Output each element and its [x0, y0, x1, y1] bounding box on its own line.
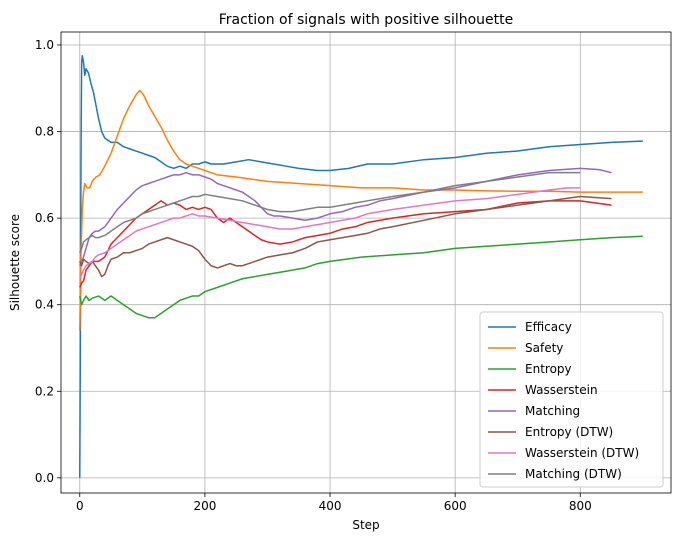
y-tick-label: 1.0	[35, 38, 54, 52]
chart-title: Fraction of signals with positive silhou…	[219, 12, 514, 28]
series-line	[79, 55, 643, 478]
series-line	[79, 167, 612, 267]
x-tick-label: 0	[76, 499, 84, 513]
ticks: 0 200 400 600 800 0.0 0.2 0.4 0.6 0.8 1.0	[35, 38, 592, 513]
x-tick-label: 600	[444, 499, 467, 513]
series-line	[79, 89, 643, 331]
series-layer	[79, 55, 643, 478]
legend-entry: Entropy (DTW)	[525, 425, 613, 439]
legend-entry: Safety	[525, 341, 563, 355]
series-line	[79, 195, 612, 278]
legend-entry: Entropy	[525, 362, 572, 376]
y-tick-label: 0.2	[35, 384, 54, 398]
grid-lines	[61, 32, 671, 493]
y-axis-label: Silhouette score	[8, 214, 22, 311]
x-axis-label: Step	[352, 518, 379, 532]
legend-entry: Wasserstein	[525, 383, 598, 397]
legend: Efficacy Safety Entropy Wasserstein Matching…	[479, 311, 664, 488]
legend-box	[479, 311, 664, 488]
series-line	[79, 235, 643, 319]
legend-entry: Wasserstein (DTW)	[525, 446, 639, 460]
x-tick-label: 800	[569, 499, 592, 513]
y-tick-label: 0.6	[35, 211, 54, 225]
x-tick-label: 400	[319, 499, 342, 513]
legend-entry: Matching	[525, 404, 580, 418]
y-tick-label: 0.4	[35, 298, 54, 312]
series-line	[79, 187, 581, 280]
x-tick-label: 200	[193, 499, 216, 513]
y-tick-label: 0.8	[35, 125, 54, 139]
axes	[60, 31, 672, 494]
legend-entry: Efficacy	[525, 320, 572, 334]
series-line	[79, 171, 581, 254]
y-tick-label: 0.0	[35, 471, 54, 485]
plot-frame	[60, 31, 672, 494]
legend-entry: Matching (DTW)	[525, 467, 622, 481]
